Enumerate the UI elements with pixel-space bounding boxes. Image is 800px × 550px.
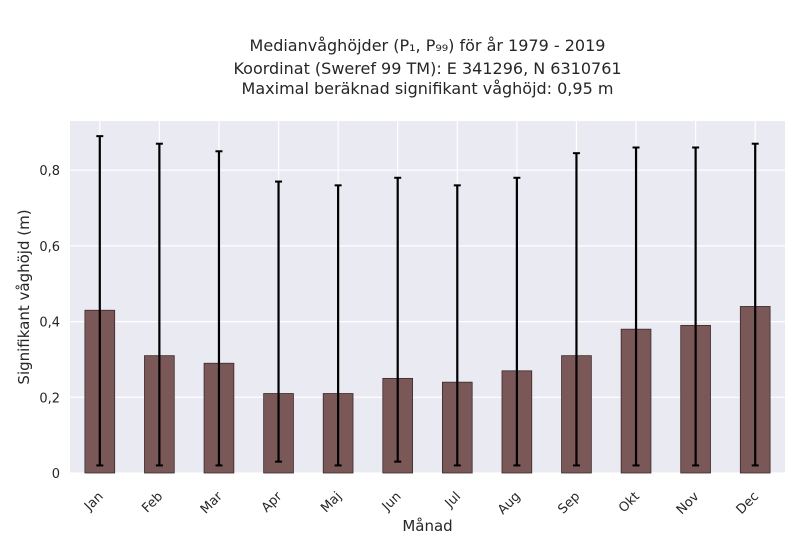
x-tick-label-feb: Feb (139, 489, 166, 516)
error-bar-apr (275, 180, 283, 463)
error-bars (96, 135, 759, 467)
y-tick-label-0: 0 (52, 467, 60, 482)
x-tick-label-nov: Nov (674, 489, 703, 518)
error-bar-dec (751, 142, 759, 467)
error-bar-aug (513, 176, 521, 467)
error-bar-feb (155, 142, 163, 467)
x-tick-label-dec: Dec (734, 489, 762, 517)
error-bar-sep (572, 152, 580, 467)
x-tick-label-mar: Mar (198, 489, 226, 517)
y-tick-label-1: 0,2 (39, 391, 60, 406)
y-axis-label: Signifikant våghöjd (m) (15, 209, 33, 384)
x-tick-label-jul: Jul (442, 489, 464, 511)
y-tick-label-4: 0,8 (39, 164, 60, 179)
chart-title-line-1: Medianvåghöjder (P₁, P₉₉) för år 1979 - … (249, 36, 606, 55)
error-bar-maj (334, 184, 342, 467)
x-axis-label: Månad (402, 517, 452, 535)
y-axis-ticks: 0 0,2 0,4 0,6 0,8 (39, 164, 60, 482)
x-axis-ticks: Jan Feb Mar Apr Maj Jun Jul Aug Sep Okt Nov Dec (81, 489, 762, 518)
error-bar-jun (394, 176, 402, 463)
x-tick-label-jan: Jan (81, 489, 106, 514)
error-bar-jul (453, 184, 461, 467)
x-tick-label-aug: Aug (495, 489, 524, 518)
y-tick-label-2: 0,4 (39, 316, 60, 331)
x-tick-label-jun: Jun (379, 489, 405, 515)
x-tick-label-sep: Sep (555, 489, 583, 517)
error-bar-nov (692, 146, 700, 467)
x-tick-label-okt: Okt (616, 489, 643, 516)
error-bar-mar (215, 150, 223, 467)
error-bar-jan (96, 135, 104, 467)
error-bar-okt (632, 146, 640, 467)
chart-title-line-3: Maximal beräknad signifikant våghöjd: 0,… (241, 79, 614, 98)
x-tick-label-apr: Apr (259, 489, 286, 516)
chart-title-line-2: Koordinat (Sweref 99 TM): E 341296, N 63… (233, 59, 622, 78)
plot-area (70, 121, 785, 473)
y-tick-label-3: 0,6 (39, 240, 60, 255)
x-tick-label-maj: Maj (318, 489, 345, 516)
